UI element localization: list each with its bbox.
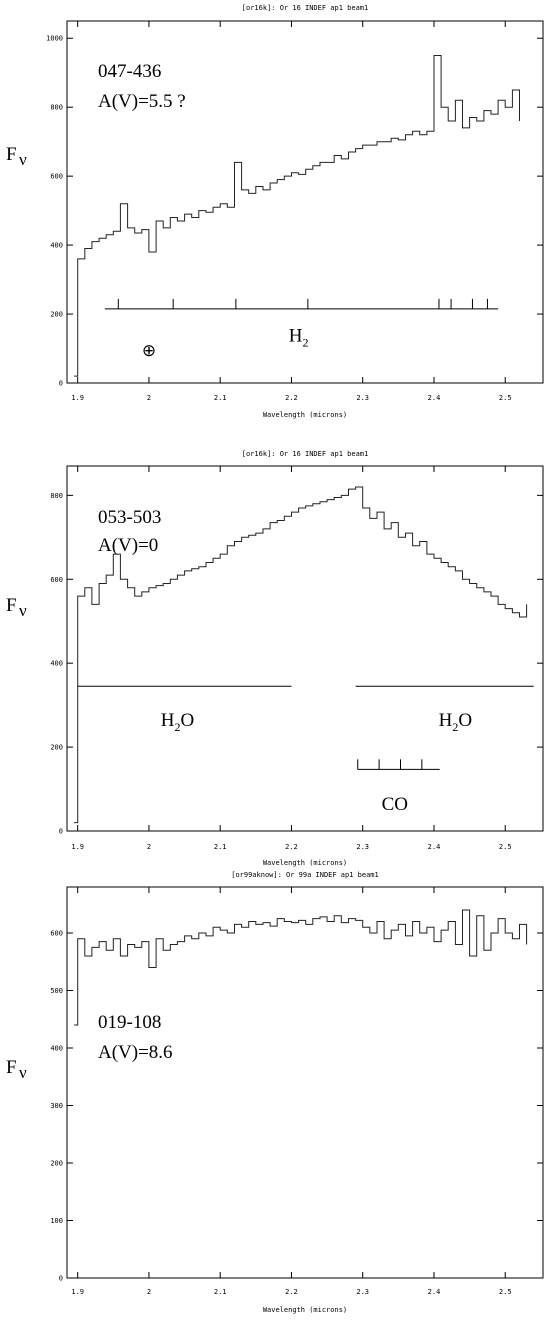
x-tick-label: 1.9 <box>71 394 84 402</box>
y-tick-label: 200 <box>50 744 63 752</box>
x-tick-label: 2.2 <box>285 1288 298 1296</box>
x-tick-label: 1.9 <box>71 843 84 851</box>
plot-frame <box>66 465 544 832</box>
y-tick-label: 200 <box>50 1160 63 1168</box>
y-tick-label: 800 <box>50 492 63 500</box>
x-tick-label: 2.4 <box>428 843 441 851</box>
x-tick-label: 2.3 <box>356 843 369 851</box>
extinction-label: A(V)=0 <box>98 535 158 556</box>
x-tick-label: 2.1 <box>214 843 227 851</box>
plot-frame <box>66 886 544 1279</box>
feature-label: H2O <box>439 710 472 734</box>
object-id-label: 047-436 <box>98 61 161 82</box>
y-tick-label: 800 <box>50 104 63 112</box>
panel-2: [or16k]: Or 16 INDEF ap1 beam1 1.9 2 2.1 2.2… <box>6 450 544 867</box>
y-tick-label: 200 <box>50 311 63 319</box>
y-tick-label: 1000 <box>46 35 63 43</box>
y-axis-label-sub: ν <box>19 150 27 169</box>
feature-label: H2O <box>161 710 194 734</box>
x-tick-label: 2.2 <box>285 394 298 402</box>
x-tick-label: 2 <box>147 1288 151 1296</box>
object-id-label: 053-503 <box>98 507 161 528</box>
x-tick-label: 2.4 <box>428 1288 441 1296</box>
chart-title: [or16k]: Or 16 INDEF ap1 beam1 <box>242 450 368 458</box>
y-axis-label-sub: ν <box>19 601 27 620</box>
y-tick-label: 600 <box>50 576 63 584</box>
x-tick-label: 2.5 <box>499 843 512 851</box>
x-tick-label: 2.3 <box>356 394 369 402</box>
x-tick-label: 2.2 <box>285 843 298 851</box>
y-tick-label: 600 <box>50 173 63 181</box>
y-tick-label: 0 <box>59 828 63 836</box>
extinction-label: A(V)=8.6 <box>98 1042 173 1063</box>
y-tick-label: 0 <box>59 380 63 388</box>
y-tick-label: 100 <box>50 1217 63 1225</box>
y-axis-label: F <box>6 144 17 165</box>
x-tick-label: 2.4 <box>428 394 441 402</box>
y-axis-label-sub: ν <box>19 1063 27 1082</box>
spectrum-line <box>74 909 528 1026</box>
x-tick-label: 1.9 <box>71 1288 84 1296</box>
spectrum-line <box>74 55 520 377</box>
y-axis-label: F <box>6 595 17 616</box>
object-id-label: 019-108 <box>98 1012 161 1033</box>
extinction-label: A(V)=5.5 ? <box>98 91 186 112</box>
y-axis-label: F <box>6 1057 17 1078</box>
x-tick-label: 2 <box>147 843 151 851</box>
plot-frame <box>66 20 544 384</box>
x-tick-label: 2.5 <box>499 1288 512 1296</box>
x-axis-label: Wavelength (microns) <box>263 859 347 867</box>
x-axis-label: Wavelength (microns) <box>263 411 347 419</box>
y-tick-label: 300 <box>50 1102 63 1110</box>
y-tick-label: 0 <box>59 1275 63 1283</box>
chart-title: [or16k]: Or 16 INDEF ap1 beam1 <box>242 4 368 12</box>
y-tick-label: 400 <box>50 1045 63 1053</box>
panel-3: [or99aknow]: Or 99a INDEF ap1 beam1 1.9 2 2… <box>6 871 544 1314</box>
y-tick-label: 500 <box>50 987 63 995</box>
y-tick-label: 400 <box>50 242 63 250</box>
feature-label: CO <box>382 794 408 815</box>
feature-label: H2 <box>289 326 309 350</box>
chart-title: [or99aknow]: Or 99a INDEF ap1 beam1 <box>231 871 379 879</box>
x-tick-label: 2.1 <box>214 394 227 402</box>
x-tick-label: 2.1 <box>214 1288 227 1296</box>
y-tick-label: 600 <box>50 930 63 938</box>
y-tick-label: 400 <box>50 660 63 668</box>
spectrum-line <box>74 486 528 824</box>
telluric-symbol: ⊕ <box>142 341 156 360</box>
panel-1: [or16k]: Or 16 INDEF ap1 beam1 1.9 2 2.1 2.2… <box>6 4 544 419</box>
x-tick-label: 2 <box>147 394 151 402</box>
x-tick-label: 2.3 <box>356 1288 369 1296</box>
x-tick-label: 2.5 <box>499 394 512 402</box>
x-axis-label: Wavelength (microns) <box>263 1306 347 1314</box>
